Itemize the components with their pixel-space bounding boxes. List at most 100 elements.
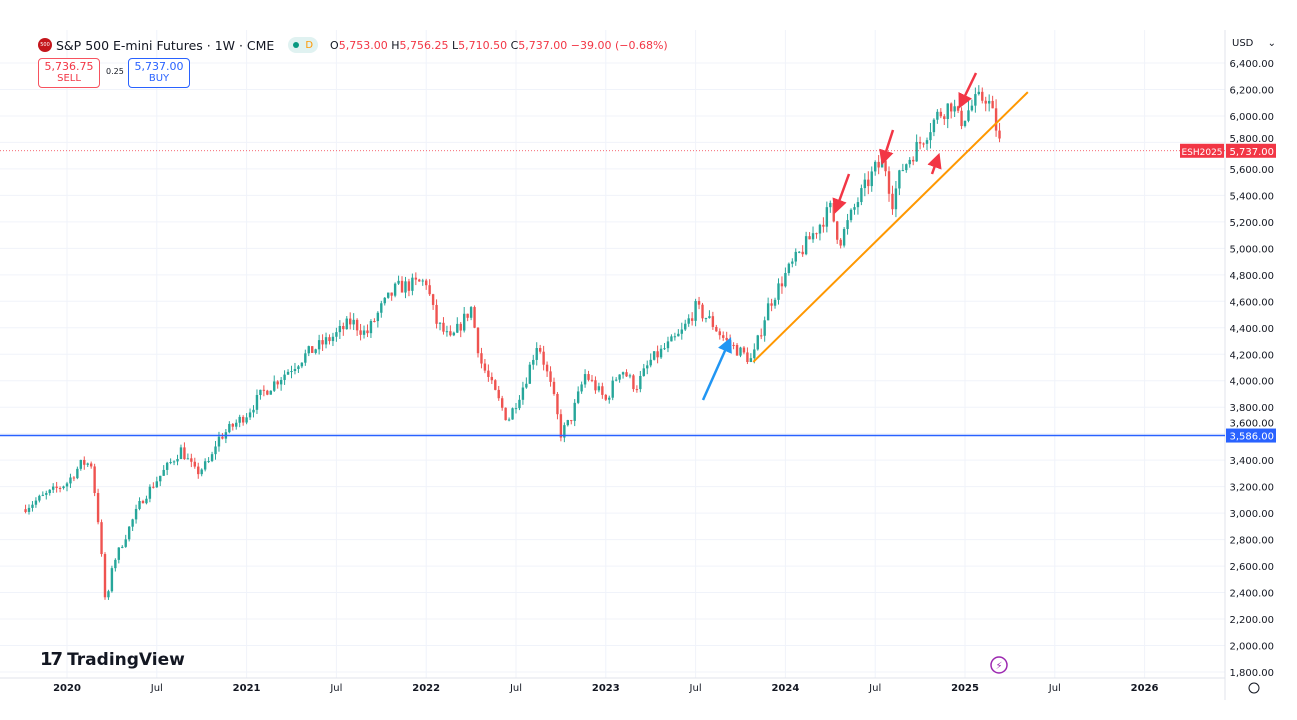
candle-body (207, 461, 210, 463)
candle-body (887, 171, 891, 194)
candle-body (459, 323, 462, 331)
candle-body (328, 337, 331, 342)
candle-body (608, 397, 611, 400)
candle-body (89, 463, 93, 467)
symbol-header: 500 S&P 500 E-mini Futures · 1W · CME D … (38, 37, 668, 53)
candle-body (41, 494, 45, 496)
symbol-tag (1180, 143, 1224, 158)
candle-body (521, 387, 525, 400)
candle-body (114, 559, 117, 569)
candle-body (525, 383, 528, 388)
candle-body (587, 374, 590, 380)
candle-body (276, 381, 279, 385)
tradingview-logo[interactable]: 17 TradingView (40, 649, 185, 670)
candle-body (435, 304, 438, 324)
candle-body (500, 398, 504, 408)
candle-body (898, 170, 901, 189)
currency-label: USD (1232, 38, 1254, 49)
candle-body (373, 321, 376, 323)
candle-body (891, 193, 894, 210)
sell-price: 5,736.75 (44, 60, 94, 73)
candle-body (352, 319, 355, 325)
candle-body (321, 340, 324, 345)
candle-body (152, 486, 155, 488)
candle-body (618, 374, 621, 380)
candle-body (55, 486, 58, 489)
candle-body (652, 351, 656, 360)
candle-body (856, 202, 860, 208)
candle-body (445, 331, 449, 333)
x-tick-label: 2023 (592, 683, 620, 694)
high-value: 5,756.25 (399, 38, 449, 52)
candle-body (407, 281, 411, 291)
candle-body (905, 164, 908, 171)
symbol-title[interactable]: S&P 500 E-mini Futures · 1W · CME (56, 37, 275, 53)
y-tick-label: 6,000.00 (1229, 112, 1274, 123)
candle-body (172, 461, 176, 463)
candle-body (387, 292, 390, 298)
candle-body (504, 407, 507, 421)
sell-button[interactable]: 5,736.75 SELL (38, 58, 100, 88)
candle-body (221, 436, 224, 439)
close-value: 5,737.00 (518, 38, 568, 52)
candle-body (625, 372, 628, 377)
candle-body (949, 103, 953, 112)
candle-body (134, 508, 138, 520)
candle-body (784, 273, 787, 287)
candle-body (307, 346, 310, 354)
candle-body (974, 94, 977, 106)
candle-body (659, 348, 663, 358)
candle-body (597, 386, 601, 391)
candle-body (583, 374, 587, 385)
candle-body (739, 347, 742, 356)
candle-body (911, 159, 915, 162)
candle-body (279, 379, 283, 385)
y-tick-label: 3,200.00 (1229, 483, 1274, 494)
candle-body (594, 380, 597, 391)
last-price-label: 5,737.00 (1229, 147, 1274, 158)
candle-body (100, 522, 103, 555)
low-value: 5,710.50 (458, 38, 508, 52)
candle-body (621, 372, 625, 375)
buy-price: 5,737.00 (134, 60, 184, 73)
candle-body (829, 202, 832, 208)
candle-body (642, 368, 645, 376)
candle-body (511, 408, 514, 420)
candle-body (393, 283, 397, 296)
buy-button[interactable]: 5,737.00 BUY (128, 58, 190, 88)
x-tick-label: Jul (509, 683, 522, 694)
candle-body (528, 364, 532, 384)
candle-body (791, 261, 794, 264)
candle-body (86, 463, 89, 465)
candle-body (121, 546, 124, 548)
candle-body (473, 307, 476, 328)
candle-body (956, 106, 960, 111)
candle-body (922, 143, 925, 145)
candle-body (877, 161, 880, 168)
support-price-tag (1226, 428, 1276, 443)
y-tick-label: 1,800.00 (1229, 668, 1274, 679)
candle-body (742, 347, 746, 353)
candle-body (34, 500, 38, 505)
candle-body (235, 422, 238, 427)
candle-body (186, 458, 190, 460)
y-tick-label: 6,200.00 (1229, 85, 1274, 96)
candle-body (514, 408, 518, 410)
y-tick-label: 4,800.00 (1229, 271, 1274, 282)
currency-select[interactable]: USD ⌄ (1228, 34, 1280, 54)
candle-body (542, 351, 545, 365)
tv-logo-icon: 17 (40, 649, 63, 670)
candle-body (487, 370, 490, 377)
market-status[interactable]: D (288, 37, 319, 53)
candle-body (632, 375, 635, 390)
y-tick-label: 3,000.00 (1229, 509, 1274, 520)
y-tick-label: 3,600.00 (1229, 419, 1274, 430)
candle-body (103, 554, 107, 598)
candle-body (690, 318, 694, 321)
y-tick-label: 5,000.00 (1229, 244, 1274, 255)
candle-body (874, 161, 877, 172)
candle-body (376, 312, 380, 322)
candle-body (556, 393, 559, 415)
candle-body (131, 519, 134, 527)
